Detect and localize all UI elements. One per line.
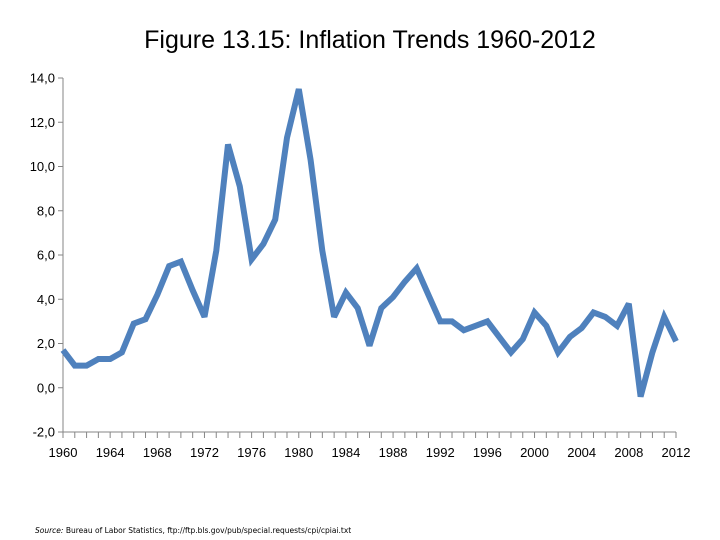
data-point-1991	[426, 292, 431, 297]
x-tick-label: 1976	[237, 445, 266, 460]
data-point-1990	[414, 266, 419, 271]
y-tick-label: 10,0	[30, 159, 55, 174]
data-point-1982	[320, 248, 325, 253]
data-point-1961	[72, 363, 77, 368]
y-tick-label: 12,0	[30, 115, 55, 130]
data-point-1992	[438, 319, 443, 324]
data-point-1981	[308, 157, 313, 162]
data-point-1965	[119, 350, 124, 355]
x-tick-label: 1980	[284, 445, 313, 460]
source-label: Source:	[35, 526, 64, 535]
data-point-1977	[261, 241, 266, 246]
data-point-1960	[61, 348, 66, 353]
data-point-2007	[615, 323, 620, 328]
data-point-1999	[520, 337, 525, 342]
data-point-1963	[96, 356, 101, 361]
x-axis: 1960 1964 1968 1972 1976 1980 1984 1988 1992 1996…	[49, 431, 691, 460]
chart-title: Figure 13.15: Inflation Trends 1960-2012	[144, 26, 596, 54]
data-point-1967	[143, 317, 148, 322]
data-point-1974	[226, 142, 231, 147]
data-point-1997	[497, 334, 502, 339]
data-point-1962	[84, 363, 89, 368]
x-tick-label: 1972	[190, 445, 219, 460]
data-point-2012	[674, 339, 679, 344]
data-point-1972	[202, 314, 207, 319]
x-tick-label: 1984	[331, 445, 360, 460]
data-point-1976	[249, 257, 254, 262]
data-point-2000	[532, 310, 537, 315]
y-tick-label: 4,0	[37, 292, 55, 307]
data-point-2001	[544, 323, 549, 328]
x-tick-label: 1988	[379, 445, 408, 460]
data-point-1983	[332, 314, 337, 319]
data-point-1975	[237, 184, 242, 189]
data-point-2006	[603, 314, 608, 319]
source-text: Bureau of Labor Statistics, ftp://ftp.bl…	[65, 526, 352, 535]
x-tick-label: 2008	[614, 445, 643, 460]
data-point-1979	[284, 135, 289, 140]
data-point-1971	[190, 288, 195, 293]
data-point-2005	[591, 310, 596, 315]
series-group	[60, 87, 679, 399]
data-point-1986	[367, 343, 372, 348]
data-point-1970	[178, 259, 183, 264]
data-point-1973	[214, 248, 219, 253]
data-point-1985	[355, 306, 360, 311]
data-point-1988	[391, 295, 396, 300]
data-point-2004	[579, 326, 584, 331]
data-point-2003	[567, 334, 572, 339]
x-tick-label: 1964	[96, 445, 125, 460]
x-tick-label: 2000	[520, 445, 549, 460]
data-point-2002	[556, 350, 561, 355]
x-tick-label: 1968	[143, 445, 172, 460]
data-point-1993	[450, 319, 455, 324]
y-tick-label: 14,0	[30, 71, 55, 86]
inflation-series-line	[60, 88, 679, 398]
data-point-1989	[402, 279, 407, 284]
data-point-1994	[461, 328, 466, 333]
data-point-1996	[485, 319, 490, 324]
data-point-2008	[626, 301, 631, 306]
data-point-1995	[473, 323, 478, 328]
y-axis: -2,0 0,0 2,0 4,0 6,0 8,0 10,0 12,0 14,0	[30, 71, 64, 440]
data-point-1969	[167, 264, 172, 269]
y-tick-label: 6,0	[37, 248, 55, 263]
y-tick-label: 0,0	[37, 380, 55, 395]
data-point-1966	[131, 321, 136, 326]
data-point-1968	[155, 292, 160, 297]
x-tick-label: 1960	[49, 445, 78, 460]
data-point-2011	[662, 314, 667, 319]
y-tick-label: -2,0	[33, 425, 55, 440]
y-tick-label: 8,0	[37, 203, 55, 218]
x-tick-label: 2012	[662, 445, 691, 460]
x-tick-label: 1996	[473, 445, 502, 460]
data-point-1980	[296, 87, 301, 92]
data-point-2009	[638, 394, 643, 399]
data-point-2010	[650, 350, 655, 355]
x-tick-label: 1992	[426, 445, 455, 460]
x-tick-label: 2004	[567, 445, 596, 460]
data-point-1978	[273, 217, 278, 222]
data-point-1998	[508, 350, 513, 355]
data-point-1964	[108, 356, 113, 361]
y-tick-label: 2,0	[37, 336, 55, 351]
data-point-1984	[343, 290, 348, 295]
source-note: Source: Bureau of Labor Statistics, ftp:…	[35, 526, 351, 535]
data-point-1987	[379, 306, 384, 311]
